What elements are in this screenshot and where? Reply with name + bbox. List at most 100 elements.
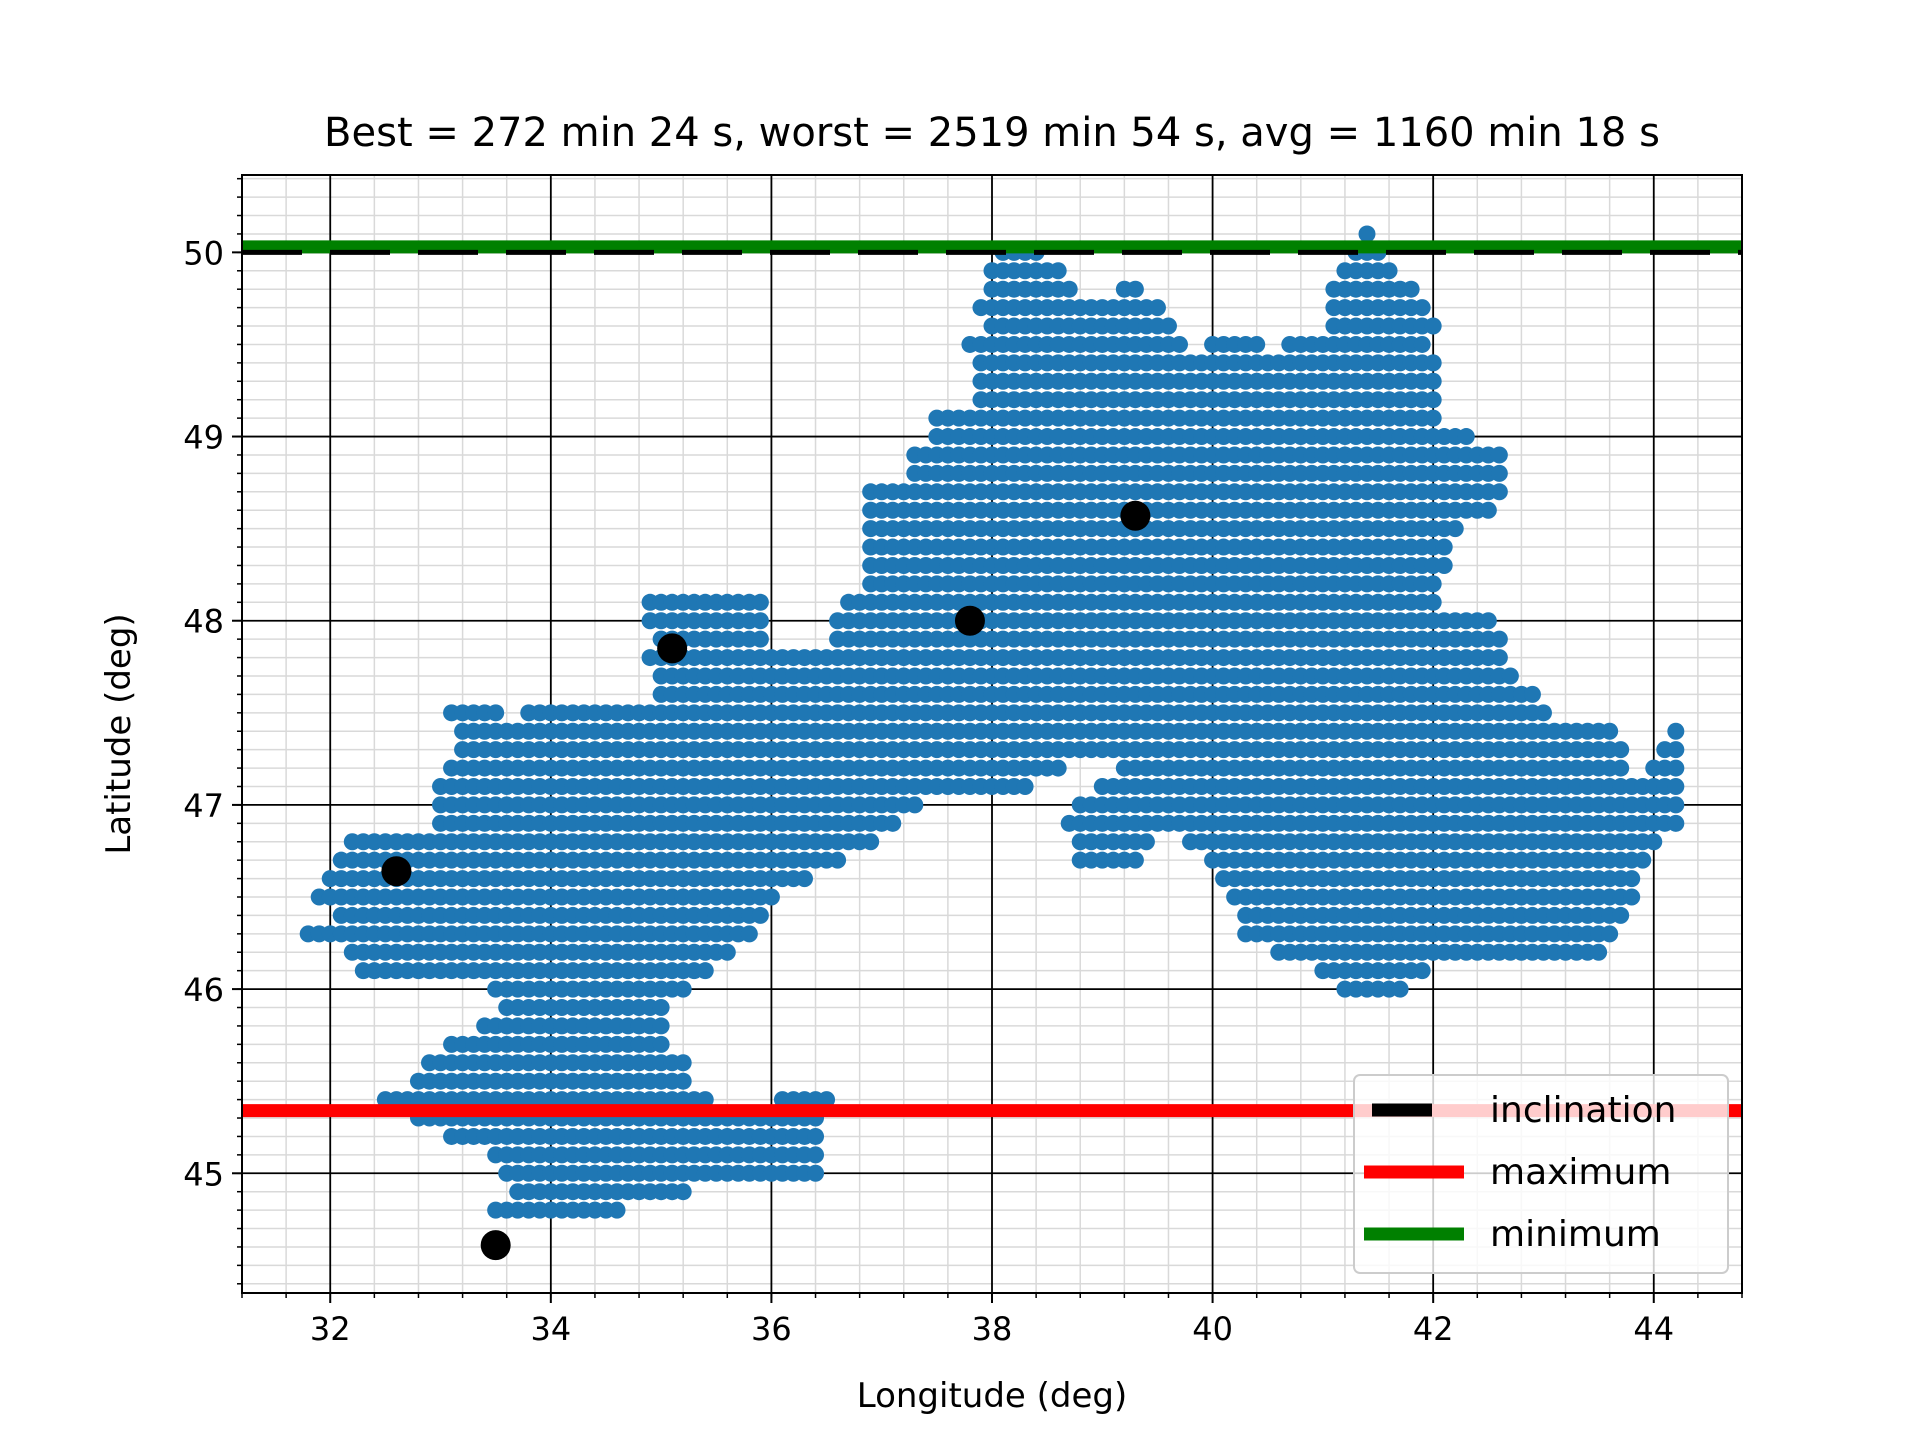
data-point — [1049, 759, 1067, 777]
data-point — [751, 612, 769, 630]
data-point — [884, 814, 902, 832]
y-tick-label: 46 — [183, 971, 224, 1009]
data-point — [1446, 520, 1464, 538]
data-point — [1126, 851, 1144, 869]
data-point — [1402, 280, 1420, 298]
data-point — [1171, 335, 1188, 353]
axis-ticks — [232, 177, 1743, 1303]
legend-label-maximum: maximum — [1490, 1152, 1671, 1193]
station-marker — [657, 633, 688, 664]
data-point — [674, 980, 692, 998]
data-point — [1060, 280, 1078, 298]
data-point — [1413, 962, 1431, 980]
legend: inclination maximum minimum — [1353, 1074, 1729, 1274]
data-point — [1667, 759, 1685, 777]
x-tick-labels: 32 34 36 38 40 42 44 — [310, 1310, 1674, 1348]
data-point — [674, 1183, 692, 1201]
y-tick-label: 50 — [183, 234, 224, 272]
data-point — [1612, 741, 1630, 759]
data-point — [1424, 409, 1442, 427]
data-point — [1016, 777, 1034, 795]
x-tick-label: 42 — [1413, 1310, 1454, 1348]
data-point — [751, 906, 769, 924]
x-tick-label: 32 — [310, 1310, 351, 1348]
data-point — [829, 851, 847, 869]
data-point — [1667, 741, 1685, 759]
data-point — [1413, 299, 1431, 317]
data-point — [674, 1072, 692, 1090]
data-point — [740, 925, 758, 943]
data-point — [762, 888, 780, 906]
x-tick-label: 40 — [1192, 1310, 1233, 1348]
data-point — [1159, 317, 1177, 335]
data-point — [906, 796, 924, 814]
station-marker — [1120, 500, 1151, 531]
data-point — [751, 593, 769, 611]
data-point — [1479, 501, 1497, 519]
legend-label-inclination: inclination — [1490, 1090, 1676, 1131]
data-point — [1380, 262, 1398, 280]
data-point — [1126, 280, 1144, 298]
data-point — [1413, 335, 1431, 353]
data-point — [1457, 428, 1475, 446]
data-point — [1612, 906, 1630, 924]
data-point — [1601, 722, 1619, 740]
data-point — [652, 1035, 670, 1053]
data-point — [862, 833, 880, 851]
data-point — [1667, 814, 1685, 832]
data-point — [1623, 888, 1641, 906]
y-tick-label: 47 — [183, 787, 224, 825]
legend-box — [1353, 1074, 1729, 1274]
station-markers — [381, 500, 1151, 1261]
station-marker — [381, 856, 412, 887]
x-tick-label: 38 — [972, 1310, 1013, 1348]
data-point — [1612, 759, 1630, 777]
data-point — [1391, 980, 1409, 998]
data-point — [1490, 446, 1508, 464]
data-point — [1424, 391, 1442, 409]
chart-title: Best = 272 min 24 s, worst = 2519 min 54… — [324, 110, 1660, 156]
y-tick-labels: 45 46 47 48 49 50 — [183, 234, 224, 1193]
data-point — [1479, 612, 1497, 630]
data-point — [1358, 225, 1376, 243]
y-tick-label: 49 — [183, 419, 224, 457]
data-point — [1645, 833, 1663, 851]
data-point — [696, 962, 714, 980]
data-point — [696, 1091, 714, 1109]
data-point — [1501, 667, 1519, 685]
data-point — [818, 1091, 836, 1109]
data-point — [796, 870, 813, 888]
data-point — [1049, 262, 1067, 280]
data-point — [1490, 464, 1508, 482]
data-point — [1623, 870, 1641, 888]
data-point — [1490, 649, 1508, 667]
data-point — [1667, 722, 1685, 740]
region-scatter — [299, 225, 1685, 1219]
data-point — [674, 1054, 692, 1072]
data-point — [487, 704, 505, 722]
y-tick-label: 48 — [183, 603, 224, 641]
data-point — [1667, 796, 1685, 814]
data-point — [1424, 372, 1442, 390]
data-point — [1435, 538, 1453, 556]
data-point — [1424, 593, 1442, 611]
legend-label-minimum: minimum — [1490, 1214, 1661, 1255]
data-point — [807, 1164, 825, 1182]
data-point — [1148, 299, 1166, 317]
data-point — [807, 1127, 825, 1145]
station-marker — [480, 1230, 511, 1261]
station-marker — [954, 605, 985, 636]
x-tick-label: 36 — [751, 1310, 792, 1348]
data-point — [1424, 354, 1442, 372]
data-point — [1424, 317, 1442, 335]
x-tick-label: 44 — [1633, 1310, 1674, 1348]
data-point — [1634, 851, 1652, 869]
data-point — [1534, 704, 1552, 722]
y-tick-label: 45 — [183, 1155, 224, 1193]
data-point — [1523, 685, 1541, 703]
data-point — [1435, 556, 1453, 574]
data-point — [1248, 335, 1266, 353]
data-point — [1490, 483, 1508, 501]
x-axis-label: Longitude (deg) — [857, 1376, 1128, 1416]
